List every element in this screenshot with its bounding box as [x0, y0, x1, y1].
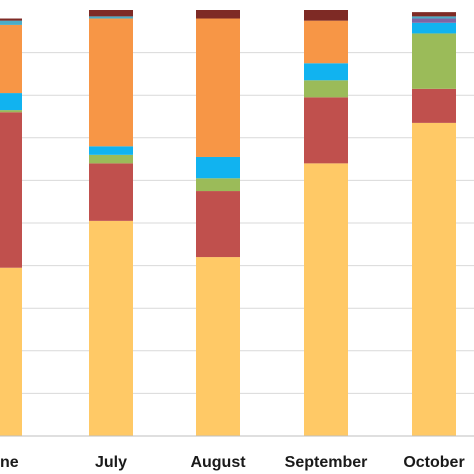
bar-segment-july-1: [89, 220, 133, 436]
x-tick-label: August: [190, 454, 246, 471]
bar-segment-august-1: [196, 257, 240, 436]
bar-segment-august-2: [196, 191, 240, 258]
bar-segment-july-3: [89, 154, 133, 164]
bar-segment-june-3: [0, 110, 22, 113]
bar-segment-october-2: [412, 88, 456, 123]
bar-stacks: [0, 10, 456, 437]
bar-segment-september-3: [304, 80, 348, 98]
bar-segment-june-7: [0, 20, 22, 25]
bar-segment-october-7: [412, 16, 456, 19]
bar-segment-june-6: [0, 24, 22, 94]
bar-segment-june-4: [0, 93, 22, 111]
bar-segment-september-8: [304, 10, 348, 21]
bar-segment-july-2: [89, 163, 133, 221]
x-tick-label: October: [403, 454, 464, 471]
bar-segment-october-4: [412, 22, 456, 34]
bar-segment-july-6: [89, 18, 133, 147]
bar-segment-june-8: [0, 18, 22, 21]
x-tick-label: September: [285, 454, 368, 471]
bar-segment-september-6: [304, 20, 348, 64]
bar-segment-june-1: [0, 267, 22, 436]
bar-segment-july-8: [89, 10, 133, 17]
bar-segment-july-7: [89, 16, 133, 19]
bar-segment-july-4: [89, 146, 133, 155]
bar-segment-june-2: [0, 112, 22, 268]
x-tick-labels: June July August September October: [0, 454, 465, 471]
bar-segment-september-2: [304, 97, 348, 164]
bar-segment-october-5: [412, 18, 456, 23]
bar-segment-september-4: [304, 63, 348, 81]
x-tick-label: July: [95, 454, 127, 471]
bar-segment-august-3: [196, 178, 240, 192]
x-tick-label: June: [0, 454, 19, 471]
bar-segment-september-1: [304, 163, 348, 437]
bar-segment-october-1: [412, 122, 456, 436]
bar-segment-august-6: [196, 18, 240, 157]
bar-segment-august-4: [196, 156, 240, 179]
bar-segment-october-3: [412, 33, 456, 89]
bar-segment-august-8: [196, 10, 240, 19]
bar-segment-october-8: [412, 12, 456, 17]
